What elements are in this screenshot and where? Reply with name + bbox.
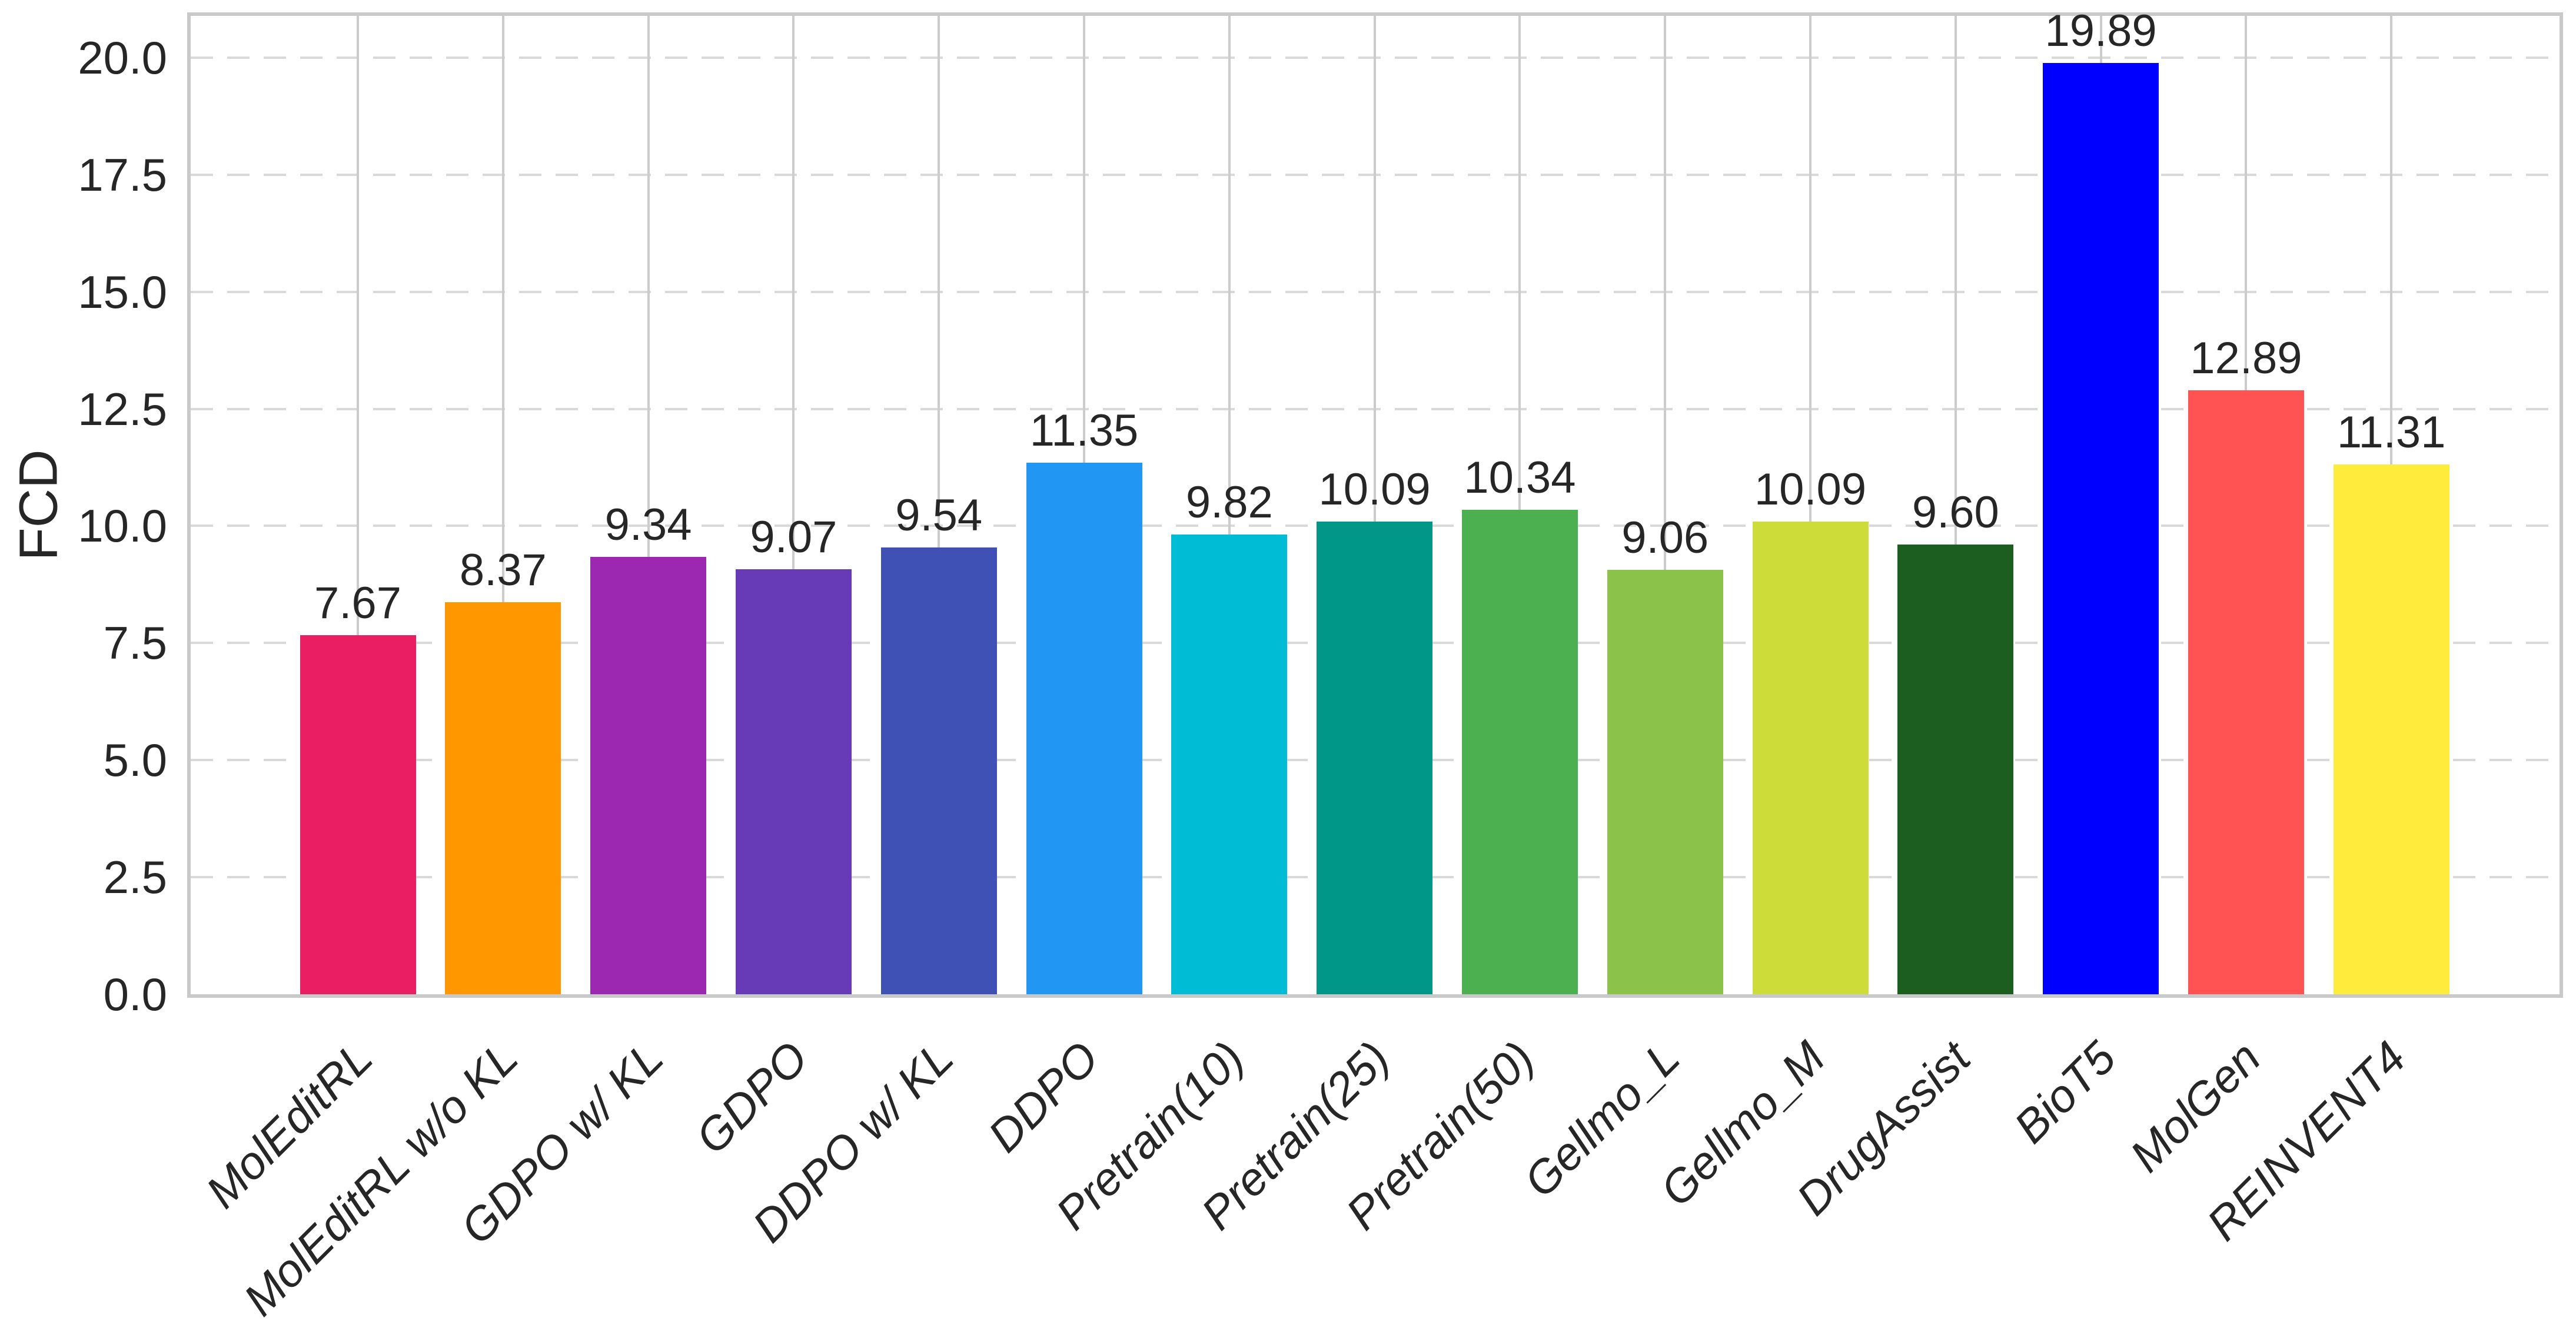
bar-value-label-gellmo-m: 10.09 <box>1754 464 1867 515</box>
v-gridline-pretrain-10 <box>1228 16 1231 994</box>
y-tick-label-12.5: 12.5 <box>78 383 167 435</box>
x-tick-label-ddpo: DDPO <box>978 1031 1109 1162</box>
bar-drugassist <box>1897 545 2014 994</box>
bar-gellmo-m <box>1752 522 1869 994</box>
y-tick-label-7.5: 7.5 <box>103 617 167 669</box>
bar-pretrain-50 <box>1461 510 1578 994</box>
bar-value-label-molgen: 12.89 <box>2190 333 2302 384</box>
bar-gdpo-w-kl <box>590 556 707 994</box>
bar-pretrain-10 <box>1171 534 1288 994</box>
v-gridline-moleditrl-w-o-kl <box>501 16 504 994</box>
bar-moleditrl-w-o-kl <box>445 602 561 994</box>
plot-area: 7.67 8.37 9.34 9.07 9.54 11.35 9.82 10.09 10.34 9… <box>191 8 2560 994</box>
y-tick-label-10.0: 10.0 <box>78 500 167 552</box>
v-gridline-gdpo <box>792 16 795 994</box>
v-gridline-gellmo-m <box>1809 16 1811 994</box>
bar-value-label-gdpo-w-kl: 9.34 <box>604 499 692 550</box>
v-gridline-pretrain-25 <box>1373 16 1376 994</box>
bar-biot5 <box>2043 62 2159 994</box>
v-gridline-drugassist <box>1954 16 1957 994</box>
bar-value-label-pretrain-25: 10.09 <box>1318 464 1431 515</box>
bar-value-label-gdpo: 9.07 <box>750 512 837 563</box>
bar-value-label-pretrain-50: 10.34 <box>1464 453 1576 503</box>
bar-value-label-reinvent4: 11.31 <box>2336 407 2446 458</box>
y-tick-label-0.0: 0.0 <box>103 968 167 1020</box>
bar-value-label-ddpo: 11.35 <box>1029 406 1139 456</box>
bar-reinvent4 <box>2333 464 2449 994</box>
bar-value-label-gellmo-l: 9.06 <box>1621 513 1709 563</box>
bar-gdpo <box>735 569 852 994</box>
v-gridline-gdpo-w-kl <box>647 16 650 994</box>
y-tick-label-17.5: 17.5 <box>78 148 167 201</box>
y-tick-label-2.5: 2.5 <box>103 851 167 904</box>
bar-moleditrl <box>300 635 416 994</box>
bar-value-label-moleditrl-w-o-kl: 8.37 <box>459 545 547 596</box>
bar-value-label-ddpo-w-kl: 9.54 <box>895 490 983 541</box>
x-tick-label-gdpo: GDPO <box>686 1031 818 1164</box>
bar-molgen <box>2188 390 2304 994</box>
bar-value-label-moleditrl: 7.67 <box>314 577 401 628</box>
bar-ddpo <box>1026 463 1142 994</box>
x-tick-label-molgen: MolGen <box>2120 1031 2271 1182</box>
bar-gellmo-l <box>1607 570 1723 994</box>
bar-value-label-drugassist: 9.60 <box>1912 487 1999 538</box>
y-tick-label-15.0: 15.0 <box>78 265 167 318</box>
v-gridline-ddpo-w-kl <box>938 16 940 994</box>
x-tick-label-biot5: BioT5 <box>2003 1031 2125 1153</box>
v-gridline-gellmo-l <box>1664 16 1667 994</box>
bar-ddpo-w-kl <box>880 547 997 994</box>
v-gridline-pretrain-50 <box>1518 16 1521 994</box>
bar-pretrain-25 <box>1317 522 1433 994</box>
x-tick-label-moleditrl-w-o-kl: MolEditRL w/o KL <box>233 1031 528 1326</box>
bar-value-label-biot5: 19.89 <box>2045 5 2157 56</box>
y-tick-label-5.0: 5.0 <box>103 734 167 786</box>
y-tick-label-20.0: 20.0 <box>78 31 167 84</box>
bar-value-label-pretrain-10: 9.82 <box>1185 477 1273 527</box>
v-gridline-moleditrl <box>357 16 359 994</box>
